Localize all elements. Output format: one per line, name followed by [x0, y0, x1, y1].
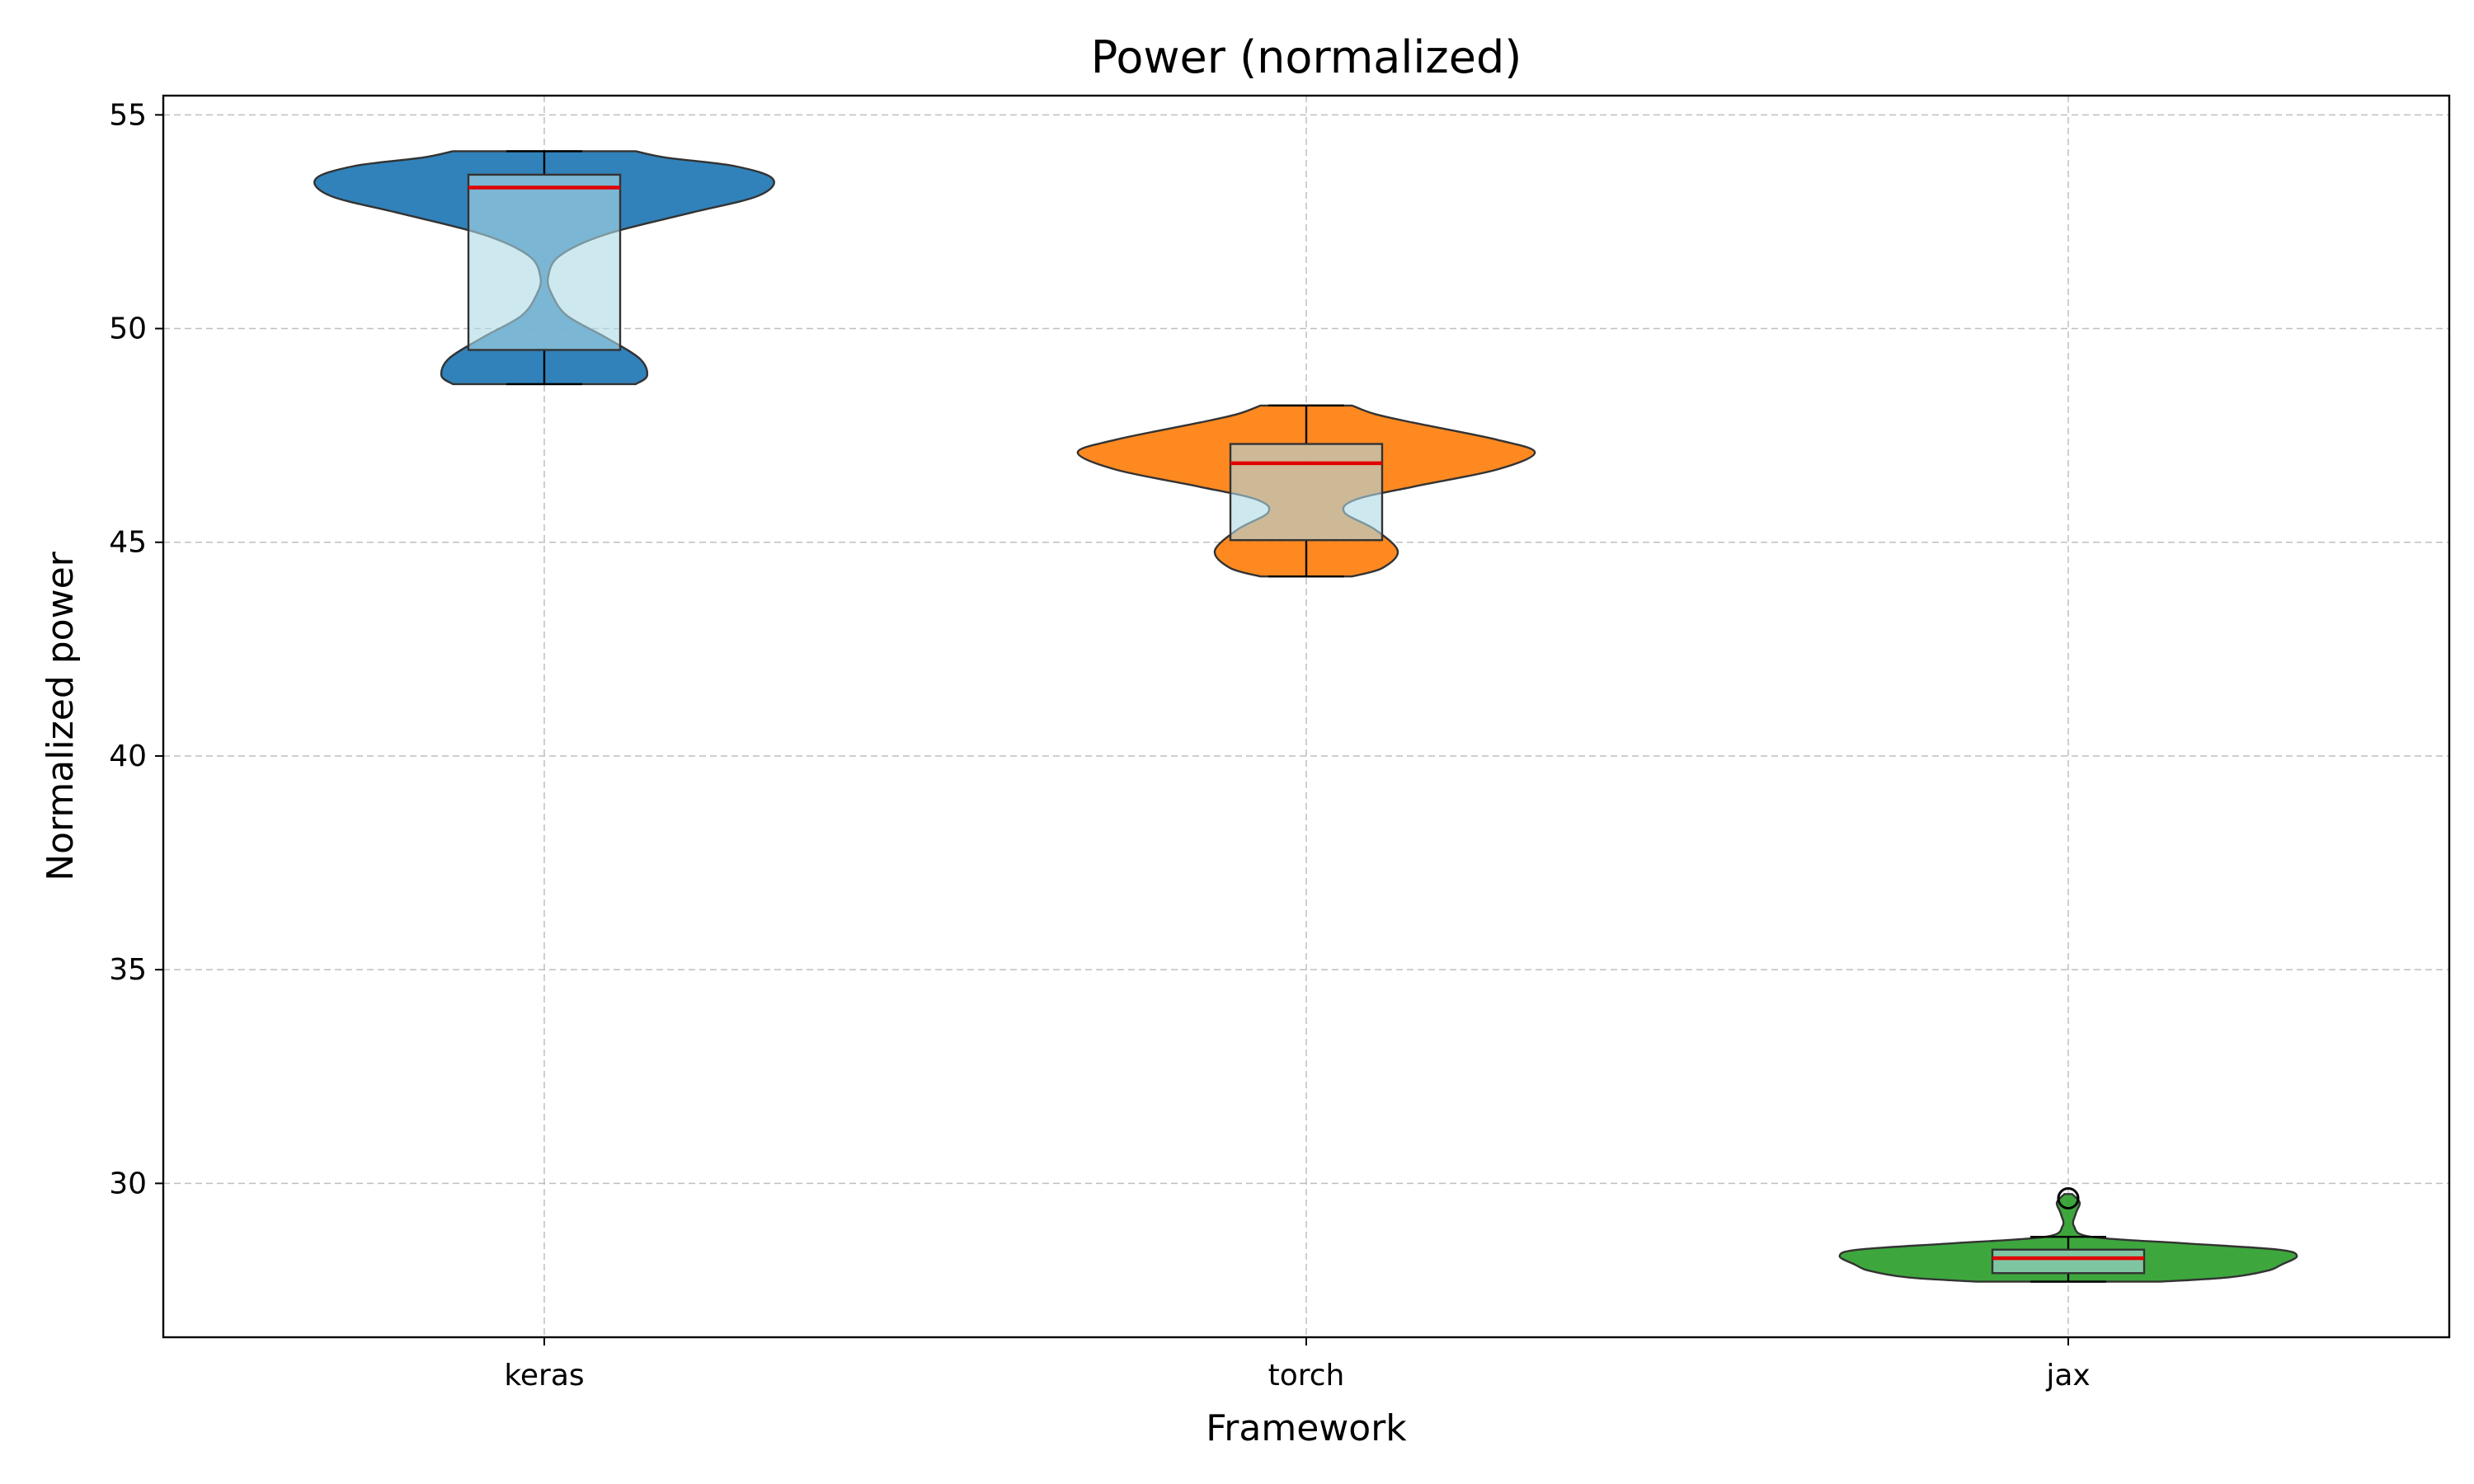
x-axis: keras torch jax: [504, 1337, 2091, 1392]
box-jax: [1991, 1248, 2146, 1275]
y-tick-label: 55: [109, 98, 147, 132]
y-tick-label: 45: [109, 526, 147, 560]
outlier-point: [2057, 1187, 2080, 1210]
x-tick-label: keras: [504, 1359, 584, 1392]
y-tick-label: 30: [109, 1167, 147, 1200]
y-axis: 30 35 40 45 50 55: [109, 98, 163, 1200]
box-plots: [467, 150, 2146, 1283]
x-tick-label: torch: [1268, 1359, 1345, 1392]
box-torch: [1229, 443, 1384, 542]
y-tick-label: 35: [109, 953, 147, 987]
chart-title: Power (normalized): [1091, 31, 1522, 83]
x-tick-label: jax: [2045, 1359, 2090, 1392]
y-tick-label: 40: [109, 740, 147, 773]
y-axis-label: Normalized power: [40, 551, 82, 881]
y-tick-label: 50: [109, 312, 147, 346]
box-keras: [467, 173, 622, 351]
x-axis-label: Framework: [1206, 1407, 1407, 1449]
